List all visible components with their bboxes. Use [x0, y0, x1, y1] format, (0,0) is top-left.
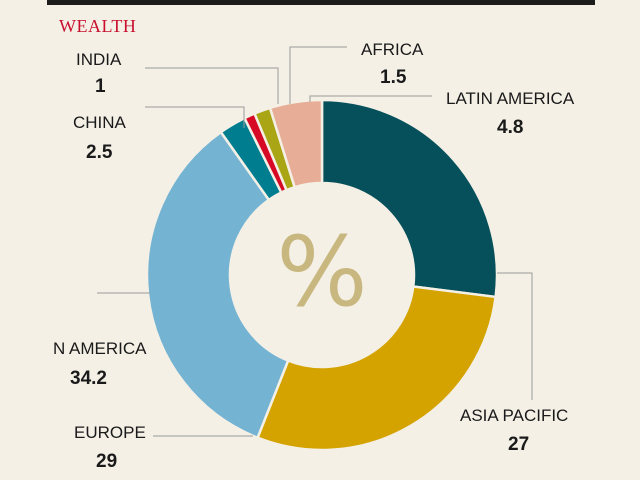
label-latin-america-name: LATIN AMERICA [446, 89, 575, 108]
leader-latin-america [309, 95, 432, 102]
label-n-america-value: 34.2 [70, 368, 107, 389]
label-europe-name: EUROPE [74, 423, 146, 442]
leader-asia-pacific [497, 272, 533, 400]
chart-title: WEALTH [59, 16, 137, 36]
slice-europe [255, 285, 498, 452]
label-latin-america-value: 4.8 [497, 117, 523, 138]
leader-china [145, 106, 245, 128]
slice-asia-pacific [320, 98, 499, 299]
label-africa-value: 1.5 [380, 67, 407, 88]
label-china-value: 2.5 [86, 142, 113, 163]
top-rule [47, 0, 595, 5]
label-europe-value: 29 [96, 451, 117, 472]
slice-n-america [145, 130, 290, 440]
label-n-america-name: N AMERICA [53, 339, 147, 358]
leader-india [145, 67, 279, 104]
label-china-name: CHINA [73, 113, 127, 132]
label-asia-pacific-name: ASIA PACIFIC [460, 406, 568, 425]
label-india-value: 1 [95, 76, 106, 97]
slice-latin-america [268, 98, 324, 189]
label-india-name: INDIA [76, 50, 122, 69]
label-asia-pacific-value: 27 [508, 434, 529, 455]
label-africa-name: AFRICA [361, 40, 424, 59]
leader-africa [289, 46, 347, 104]
percent-symbol: % [276, 216, 367, 328]
